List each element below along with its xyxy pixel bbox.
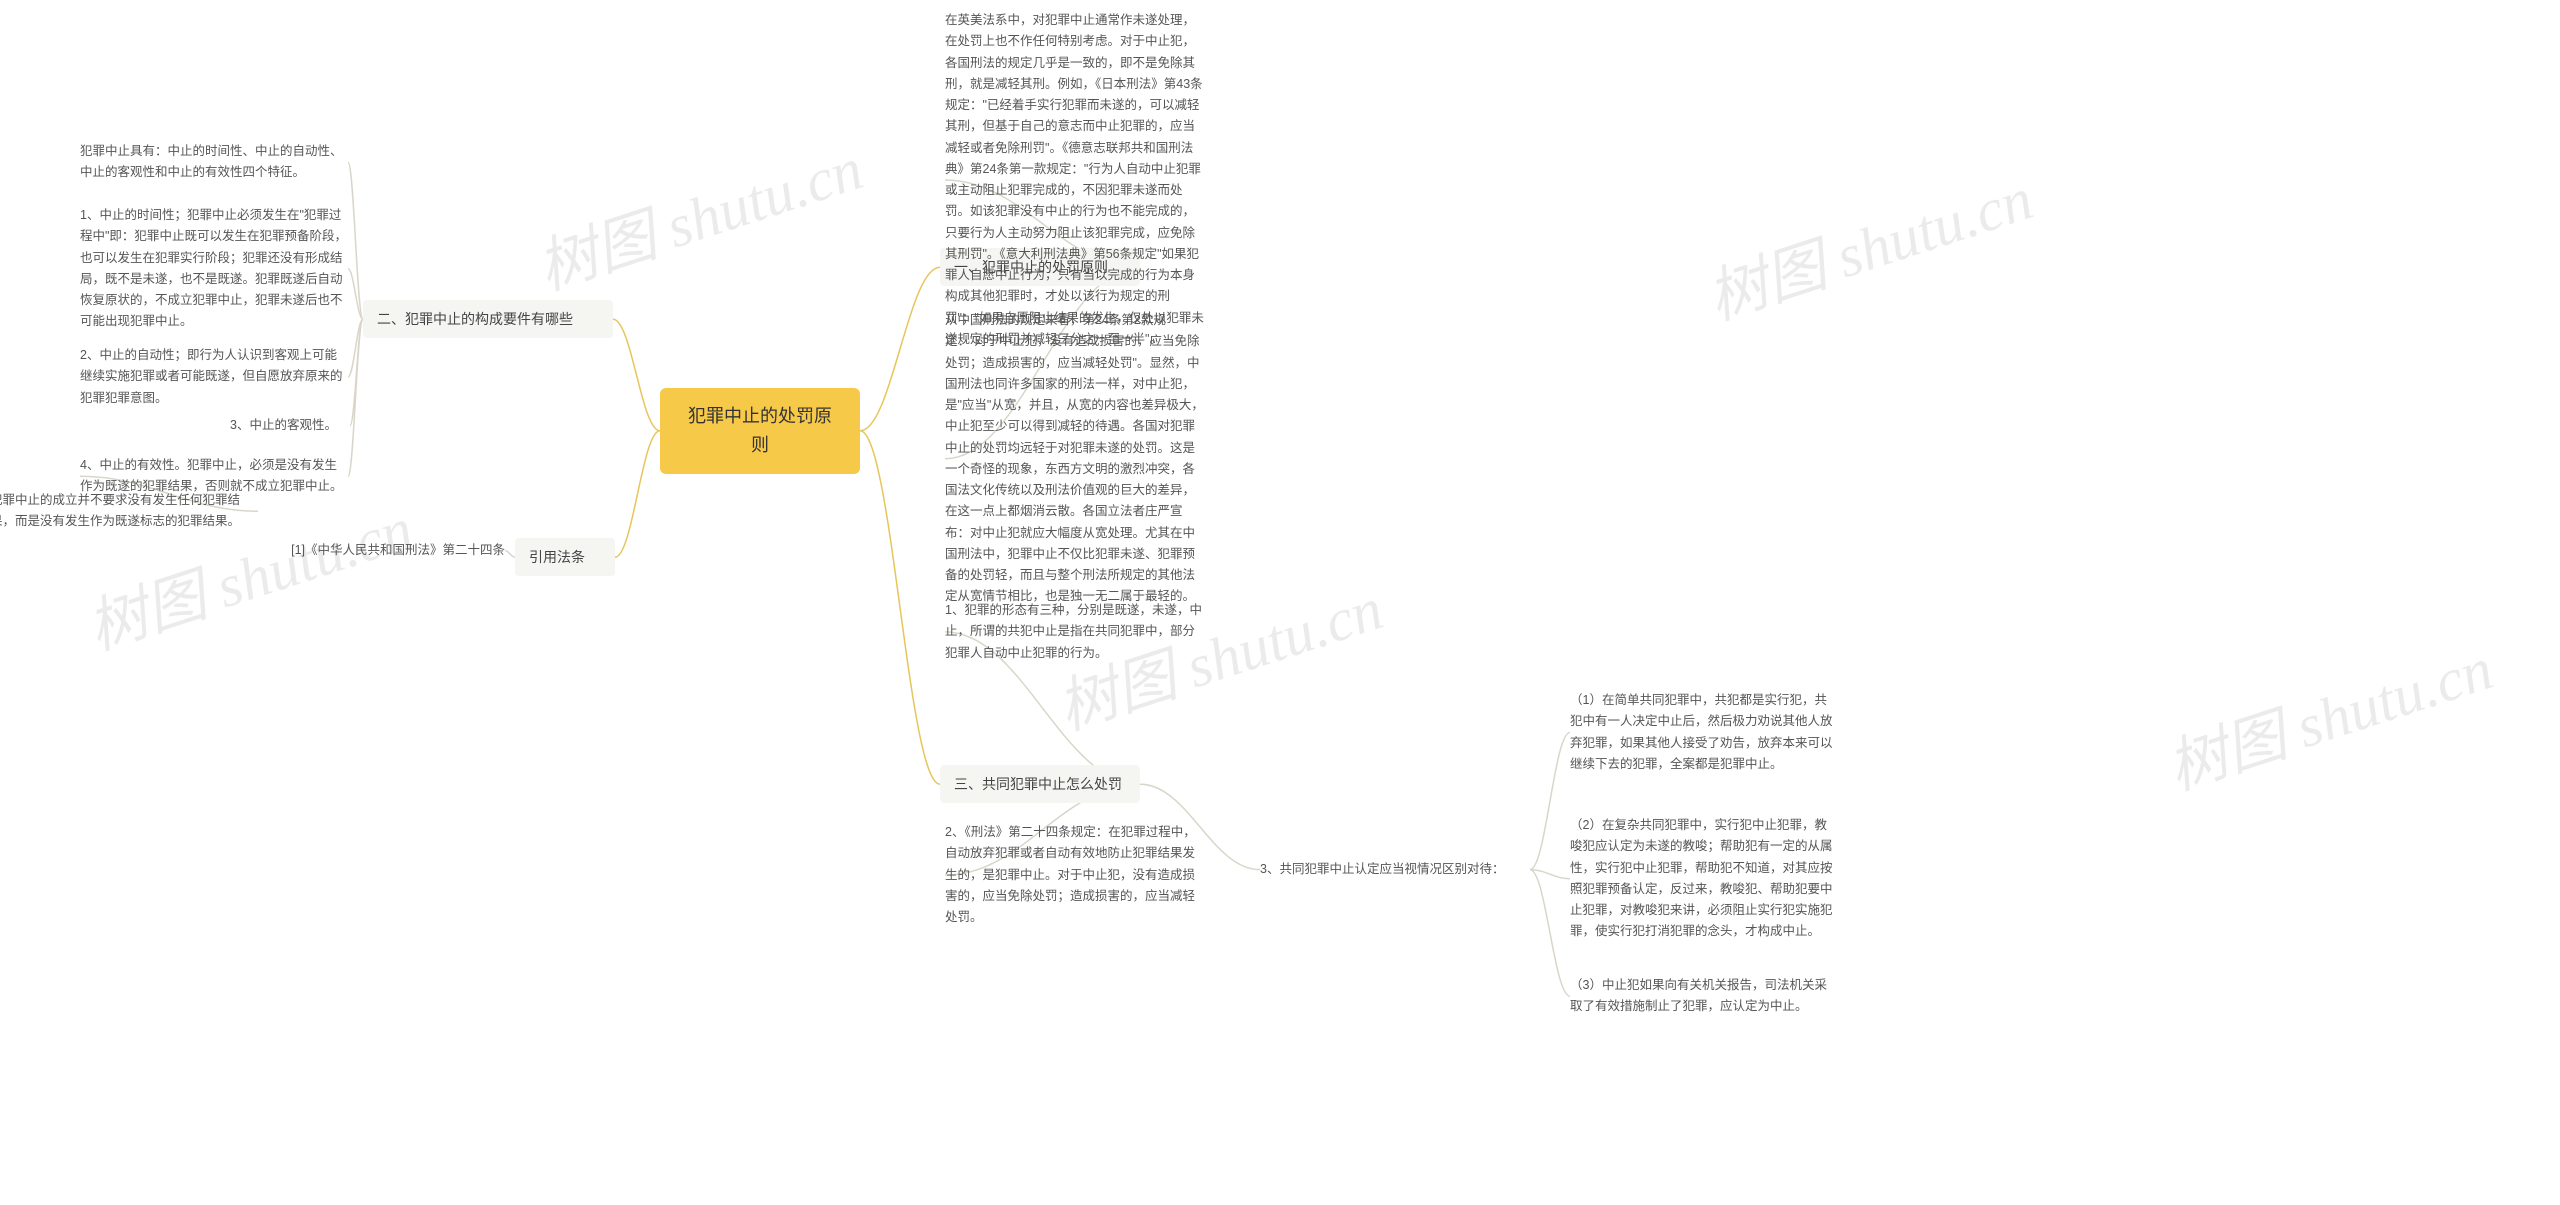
leaf-3-3-2[interactable]: （2）在复杂共同犯罪中，实行犯中止犯罪，教唆犯应认定为未遂的教唆；帮助犯有一定的…: [1570, 815, 1835, 943]
root-node[interactable]: 犯罪中止的处罚原则: [660, 388, 860, 474]
leaf-1-1[interactable]: 在英美法系中，对犯罪中止通常作未遂处理，在处罚上也不作任何特别考虑。对于中止犯，…: [945, 10, 1205, 350]
connector-layer: [0, 0, 2560, 1205]
watermark: 树图 shutu.cn: [2155, 620, 2502, 807]
leaf-3-2[interactable]: 2、《刑法》第二十四条规定：在犯罪过程中，自动放弃犯罪或者自动有效地防止犯罪结果…: [945, 822, 1205, 928]
branch-4[interactable]: 引用法条: [515, 538, 615, 576]
watermark: 树图 shutu.cn: [1695, 150, 2042, 337]
leaf-2-2[interactable]: 1、中止的时间性；犯罪中止必须发生在"犯罪过程中"即：犯罪中止既可以发生在犯罪预…: [80, 205, 348, 333]
watermark: 树图 shutu.cn: [525, 120, 872, 307]
leaf-3-3[interactable]: 3、共同犯罪中止认定应当视情况区别对待：: [1260, 859, 1530, 880]
leaf-3-1[interactable]: 1、犯罪的形态有三种，分别是既遂，未遂，中止，所谓的共犯中止是指在共同犯罪中，部…: [945, 600, 1205, 664]
leaf-1-2[interactable]: 从中国刑法的规定来看，第24条第2款规定："对于中止犯，没有造成损害的，应当免除…: [945, 310, 1205, 608]
mindmap-canvas: 树图 shutu.cn 树图 shutu.cn 树图 shutu.cn 树图 s…: [0, 0, 2560, 1205]
leaf-2-4[interactable]: 3、中止的客观性。: [230, 415, 350, 436]
leaf-2-1[interactable]: 犯罪中止具有：中止的时间性、中止的自动性、中止的客观性和中止的有效性四个特征。: [80, 141, 348, 184]
leaf-3-3-1[interactable]: （1）在简单共同犯罪中，共犯都是实行犯，共犯中有一人决定中止后，然后极力劝说其他…: [1570, 690, 1835, 775]
leaf-3-3-3[interactable]: （3）中止犯如果向有关机关报告，司法机关采取了有效措施制止了犯罪，应认定为中止。: [1570, 975, 1835, 1018]
leaf-2-3[interactable]: 2、中止的自动性；即行为人认识到客观上可能继续实施犯罪或者可能既遂，但自愿放弃原…: [80, 345, 348, 409]
branch-2[interactable]: 二、犯罪中止的构成要件有哪些: [363, 300, 613, 338]
leaf-2-5b[interactable]: 犯罪中止的成立并不要求没有发生任何犯罪结果，而是没有发生作为既遂标志的犯罪结果。: [0, 490, 258, 533]
leaf-4-1[interactable]: [1]《中华人民共和国刑法》第二十四条: [275, 540, 505, 561]
branch-3[interactable]: 三、共同犯罪中止怎么处罚: [940, 765, 1140, 803]
